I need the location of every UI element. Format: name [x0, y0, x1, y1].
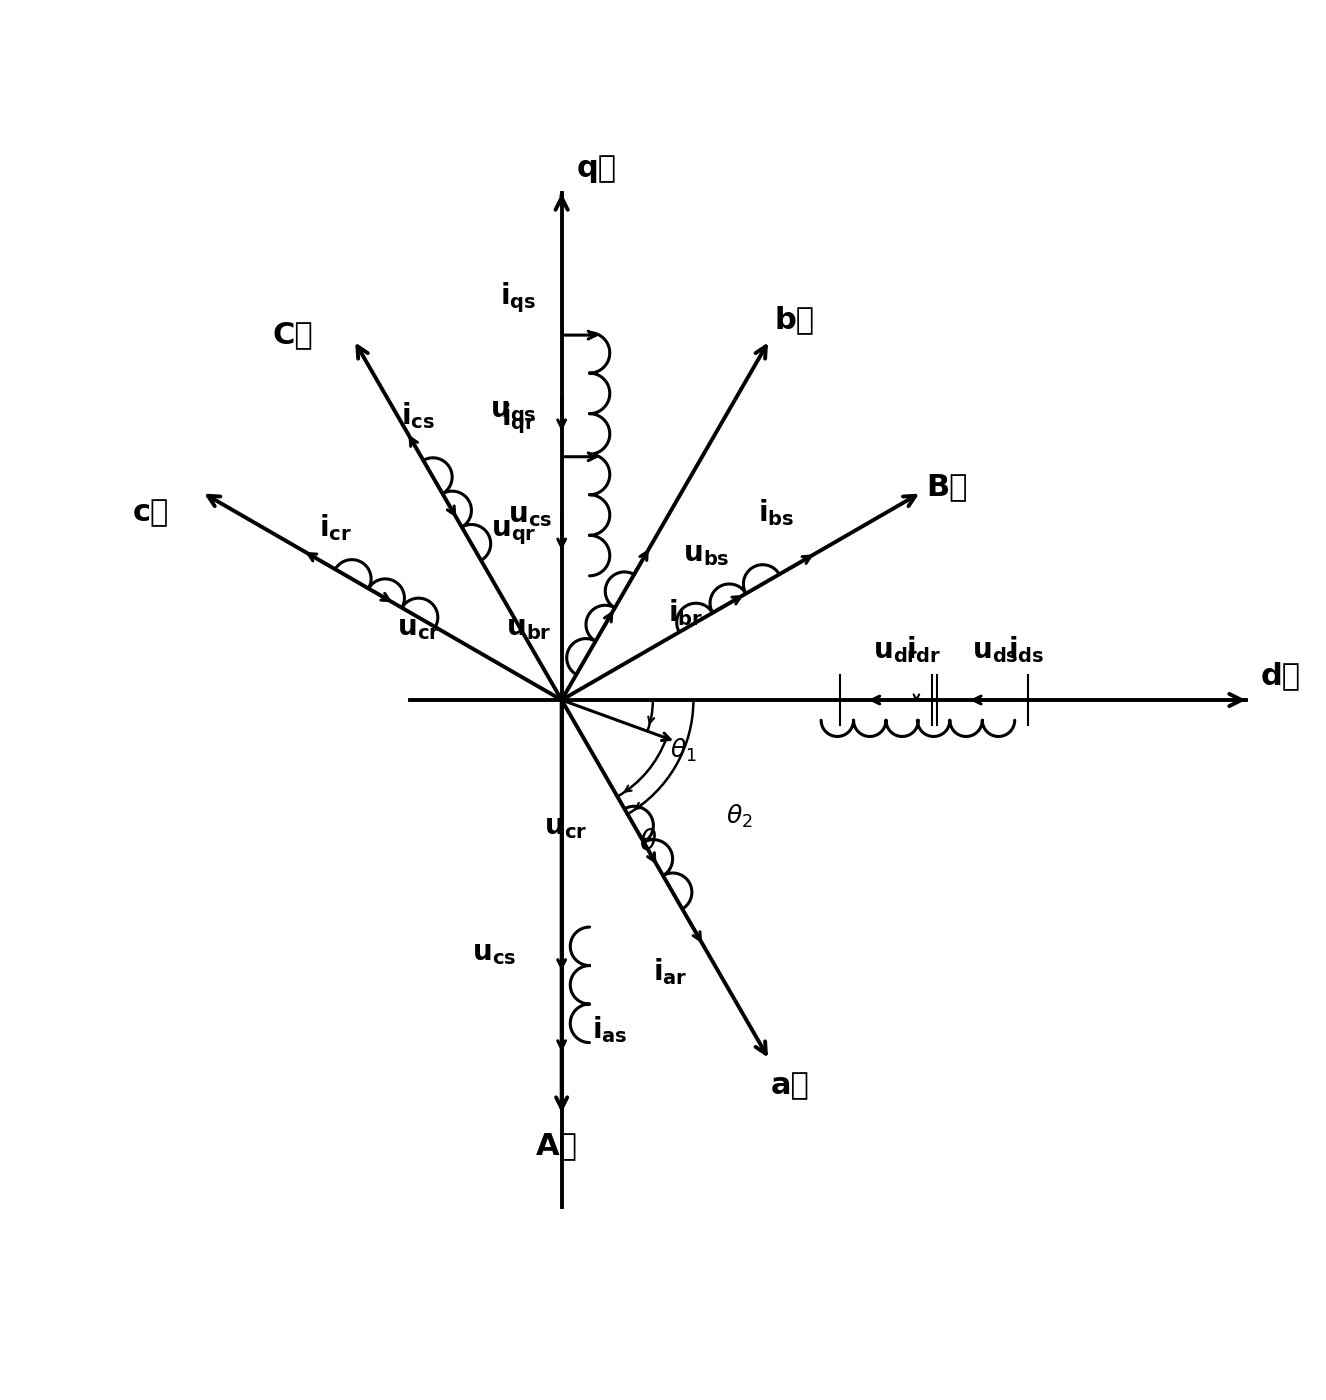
Text: $\mathbf{i_{as}}$: $\mathbf{i_{as}}$ — [591, 1014, 627, 1044]
Text: $\mathbf{i_{cs}}$: $\mathbf{i_{cs}}$ — [400, 400, 435, 431]
Text: $\mathbf{u_{cs}}$: $\mathbf{u_{cs}}$ — [508, 501, 553, 529]
Text: A轴: A轴 — [536, 1131, 578, 1161]
Text: $\mathbf{i_{ar}}$: $\mathbf{i_{ar}}$ — [652, 956, 687, 987]
Text: a轴: a轴 — [770, 1071, 809, 1100]
Text: $\theta_2$: $\theta_2$ — [725, 804, 752, 830]
Text: C轴: C轴 — [273, 321, 313, 350]
Text: $\mathbf{u_{ds}}$: $\mathbf{u_{ds}}$ — [972, 637, 1018, 665]
Text: $\mathbf{i_{cr}}$: $\mathbf{i_{cr}}$ — [320, 512, 353, 543]
Text: d轴: d轴 — [1261, 661, 1301, 690]
Text: $\mathbf{i_{qr}}$: $\mathbf{i_{qr}}$ — [501, 402, 536, 437]
Text: $\mathbf{i_{qs}}$: $\mathbf{i_{qs}}$ — [500, 280, 536, 315]
Text: $\mathbf{u_{cr}}$: $\mathbf{u_{cr}}$ — [398, 613, 440, 641]
Text: $\mathbf{i_{dr}}$: $\mathbf{i_{dr}}$ — [906, 634, 941, 665]
Text: $\theta$: $\theta$ — [639, 827, 656, 855]
Text: c轴: c轴 — [133, 498, 170, 526]
Text: $\mathbf{i_{br}}$: $\mathbf{i_{br}}$ — [668, 598, 703, 629]
Text: $\mathbf{u_{cr}}$: $\mathbf{u_{cr}}$ — [544, 812, 587, 840]
Text: $\mathbf{u_{cs}}$: $\mathbf{u_{cs}}$ — [472, 939, 516, 967]
Text: B轴: B轴 — [926, 473, 968, 501]
Text: $\mathbf{u_{br}}$: $\mathbf{u_{br}}$ — [507, 615, 552, 643]
Text: $\mathbf{u_{bs}}$: $\mathbf{u_{bs}}$ — [683, 540, 729, 568]
Text: $\mathbf{i_{ds}}$: $\mathbf{i_{ds}}$ — [1008, 634, 1044, 665]
Text: $\theta_1$: $\theta_1$ — [670, 736, 696, 764]
Text: $\mathbf{u_{qs}}$: $\mathbf{u_{qs}}$ — [489, 399, 536, 428]
Text: $\mathbf{i_{bs}}$: $\mathbf{i_{bs}}$ — [758, 497, 794, 528]
Text: $\mathbf{u_{dr}}$: $\mathbf{u_{dr}}$ — [874, 637, 919, 665]
Text: b轴: b轴 — [774, 305, 814, 335]
Text: q轴: q轴 — [577, 154, 617, 183]
Text: $\mathbf{u_{qr}}$: $\mathbf{u_{qr}}$ — [491, 518, 536, 547]
